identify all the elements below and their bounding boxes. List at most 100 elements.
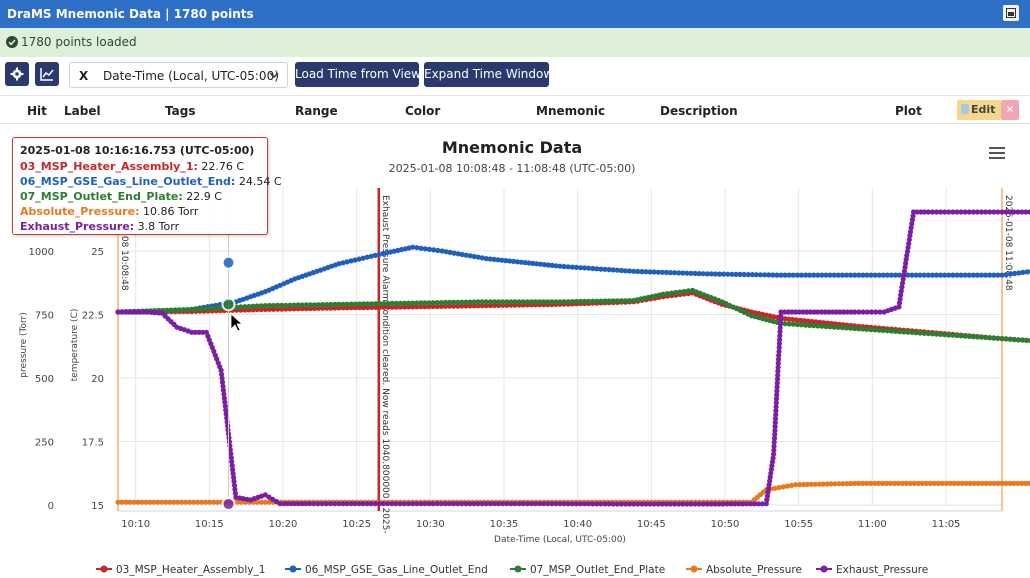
- series-point: [966, 272, 972, 278]
- series-point: [467, 299, 473, 305]
- series-point: [545, 299, 551, 305]
- series-point: [606, 298, 612, 304]
- series-point: [376, 501, 382, 507]
- series-point: [860, 309, 866, 315]
- series-point: [908, 225, 914, 231]
- series-point: [809, 318, 815, 325]
- status-banner: 1780 points loaded: [0, 28, 1030, 57]
- settings-button[interactable]: [5, 62, 29, 86]
- series-point: [833, 309, 839, 315]
- x-axis-title: Date-Time (Local, UTC-05:00): [494, 535, 626, 545]
- series-point: [931, 480, 937, 486]
- series-point: [803, 322, 809, 328]
- series-point: [381, 304, 387, 310]
- series-point: [933, 209, 940, 215]
- series-point: [864, 272, 870, 278]
- series-point: [569, 501, 575, 507]
- delete-button[interactable]: ×: [1001, 100, 1019, 120]
- x-tick-label: 10:25: [342, 519, 371, 530]
- series-point: [942, 332, 948, 338]
- series-point: [586, 265, 592, 271]
- series-point: [307, 305, 313, 312]
- series-point: [839, 272, 846, 278]
- maximize-icon: [1006, 8, 1016, 18]
- series-point: [348, 501, 354, 507]
- pressure-axis-title: pressure (Torr): [19, 312, 29, 377]
- series-point: [372, 252, 378, 258]
- series-point: [700, 501, 706, 507]
- series-point: [211, 499, 217, 505]
- series-point: [906, 241, 912, 247]
- plot-line-label: 2025-01-08 11:08:48: [1003, 195, 1013, 291]
- series-point: [771, 439, 777, 445]
- series-point: [660, 291, 666, 297]
- tooltip-time: 2025-01-08 10:16:16.753 (UTC-05:00): [20, 144, 255, 157]
- series-point: [514, 259, 521, 265]
- series-point: [819, 323, 825, 329]
- series-point: [856, 309, 862, 315]
- series-point: [426, 246, 433, 252]
- series-point: [974, 334, 981, 340]
- series-point: [772, 431, 778, 437]
- chart-subtitle: 2025-01-08 10:08:48 - 11:08:48 (UTC-05:0…: [388, 162, 636, 175]
- series-point: [963, 480, 969, 486]
- series-point: [369, 304, 375, 310]
- series-point: [528, 501, 535, 507]
- series-point: [876, 272, 882, 278]
- series-point: [336, 301, 342, 307]
- series-point: [207, 499, 213, 505]
- series-point: [848, 480, 854, 487]
- series-point: [983, 334, 989, 341]
- series-point: [987, 272, 993, 278]
- load-time-from-view-button[interactable]: Load Time from View: [295, 62, 421, 87]
- series-point: [414, 304, 420, 310]
- series-point: [958, 209, 964, 215]
- series-point: [903, 256, 909, 262]
- series-point: [983, 209, 989, 215]
- series-point: [187, 499, 193, 505]
- series-point: [777, 329, 783, 335]
- series-point: [451, 303, 457, 309]
- series-point: [270, 306, 277, 312]
- series-point: [911, 209, 917, 215]
- series-point: [618, 267, 625, 274]
- column-mnemonic: Mnemonic: [536, 104, 606, 118]
- series-point: [954, 209, 960, 215]
- series-point: [966, 333, 972, 339]
- pressure-tick-label: 250: [35, 438, 54, 449]
- legend-item-label: Absolute_Pressure: [706, 564, 802, 576]
- series-point: [844, 481, 850, 487]
- series-point: [978, 209, 985, 215]
- series-point: [361, 301, 367, 307]
- series-point: [789, 309, 795, 315]
- series-point: [397, 304, 403, 310]
- chart-menu-button[interactable]: [989, 146, 1005, 160]
- expand-time-window-button[interactable]: Expand Time Window: [424, 62, 553, 87]
- x-axis-select[interactable]: X Date-Time (Local, UTC-05:00): [69, 62, 288, 88]
- series-point: [808, 481, 815, 487]
- series-point: [141, 309, 147, 315]
- mnemonic-chart[interactable]: 10:10 10:15 10:20 10:25 10:30 10:35 10:40 10:45…: [0, 125, 1030, 578]
- series-point: [324, 302, 330, 308]
- series-point: [777, 321, 784, 327]
- edit-button[interactable]: Edit: [957, 100, 1001, 120]
- temperature-tick-label: 17.5: [82, 438, 104, 449]
- series-point: [332, 501, 338, 507]
- series-point: [807, 272, 813, 278]
- series-point: [299, 306, 305, 312]
- series-point: [315, 302, 322, 308]
- series-point: [784, 483, 790, 489]
- series-point: [348, 258, 354, 264]
- series-point: [483, 303, 489, 309]
- series-point: [773, 400, 779, 406]
- series-point: [835, 272, 841, 278]
- series-point: [822, 309, 828, 315]
- series-point: [219, 379, 226, 385]
- series-point: [843, 272, 850, 278]
- chart-toggle-button[interactable]: [35, 62, 59, 86]
- series-point: [530, 260, 536, 266]
- series-point: [775, 372, 781, 378]
- maximize-button[interactable]: [1003, 5, 1019, 21]
- series-point: [774, 376, 781, 382]
